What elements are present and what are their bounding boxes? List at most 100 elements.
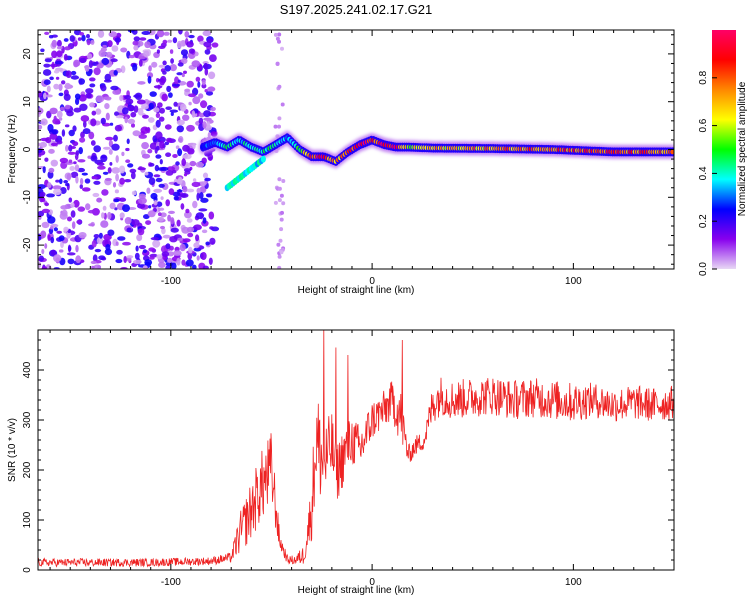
noise-blob xyxy=(161,251,170,257)
noise-blob xyxy=(93,145,101,153)
noise-blob xyxy=(102,171,109,175)
noise-blob xyxy=(73,107,82,113)
noise-blob xyxy=(100,117,107,125)
noise-blob xyxy=(165,243,171,250)
snr-axes: -100 0 100 0 100 200 300 400 xyxy=(22,330,675,588)
noise-blob xyxy=(131,190,137,196)
noise-blob xyxy=(279,193,284,198)
noise-blob xyxy=(148,205,152,209)
noise-blob xyxy=(66,173,71,181)
noise-blob xyxy=(82,187,91,192)
noise-blob xyxy=(123,256,127,263)
noise-blob xyxy=(56,39,62,48)
colorbar-tick-label: 0.2 xyxy=(698,214,709,228)
colorbar-ticks: 0.0 0.2 0.4 0.6 0.8 xyxy=(698,70,717,276)
noise-blob xyxy=(107,211,112,220)
noise-blob xyxy=(173,101,178,107)
noise-blob xyxy=(188,93,196,98)
noise-blob xyxy=(172,191,181,197)
noise-blob xyxy=(172,37,178,44)
noise-blob xyxy=(277,116,282,121)
spectrogram-ytick-label: 10 xyxy=(22,96,33,108)
snr-xlabel: Height of straight line (km) xyxy=(298,585,415,596)
noise-blob xyxy=(195,234,200,242)
noise-blob xyxy=(211,42,219,48)
noise-blob xyxy=(202,30,212,37)
noise-blob xyxy=(119,212,125,219)
noise-blob xyxy=(155,119,161,128)
noise-blob xyxy=(109,122,114,126)
noise-blob xyxy=(168,92,173,98)
noise-blob xyxy=(72,125,77,132)
noise-blob xyxy=(107,229,115,236)
colorbar-tick-label: 0.0 xyxy=(698,262,709,276)
noise-blob xyxy=(101,57,110,66)
noise-blob xyxy=(183,168,192,172)
snr-ytick-label: 300 xyxy=(22,411,33,428)
noise-blob xyxy=(165,265,171,269)
noise-blob xyxy=(122,241,131,246)
noise-blob xyxy=(42,69,52,76)
noise-blob xyxy=(120,65,126,74)
noise-blob xyxy=(133,259,142,265)
noise-blob xyxy=(209,237,216,245)
noise-blob xyxy=(277,39,281,44)
colorbar-label: Normalized spectral amplitude xyxy=(737,81,748,216)
noise-blob xyxy=(281,201,286,206)
noise-blob xyxy=(206,121,211,129)
noise-blob xyxy=(169,64,177,72)
noise-blob xyxy=(182,185,188,193)
noise-blob xyxy=(105,136,114,141)
noise-blob xyxy=(153,200,158,206)
noise-blob xyxy=(162,234,171,239)
noise-blob xyxy=(142,265,148,269)
noise-blob xyxy=(159,107,166,114)
noise-blob xyxy=(105,51,113,58)
noise-blob xyxy=(131,123,135,128)
noise-blob xyxy=(126,138,130,145)
noise-blob xyxy=(179,243,186,252)
noise-blob xyxy=(200,197,209,203)
noise-blob xyxy=(46,94,53,98)
noise-blob xyxy=(87,209,97,214)
noise-blob xyxy=(131,219,140,226)
noise-blob xyxy=(183,70,187,75)
noise-blob xyxy=(53,188,62,196)
noise-blob xyxy=(97,165,106,170)
noise-blob xyxy=(186,226,195,233)
noise-blob xyxy=(108,149,113,155)
noise-blob xyxy=(44,31,50,35)
noise-blob xyxy=(79,103,88,112)
noise-blob xyxy=(55,138,59,142)
noise-blob xyxy=(159,77,166,86)
noise-blob xyxy=(59,187,67,194)
noise-blob xyxy=(47,216,56,224)
noise-blob xyxy=(70,70,77,76)
noise-blob xyxy=(280,102,285,107)
noise-blob xyxy=(156,254,163,260)
spectrogram-ytick-label: -10 xyxy=(22,190,33,205)
noise-blob xyxy=(164,141,170,146)
noise-blob xyxy=(110,85,119,91)
noise-blob xyxy=(138,134,147,139)
noise-blob xyxy=(127,30,135,33)
noise-blob xyxy=(41,266,48,269)
noise-blob xyxy=(47,234,51,241)
noise-blob xyxy=(152,239,161,248)
noise-blob xyxy=(127,163,134,168)
noise-blob xyxy=(156,145,160,151)
noise-blob xyxy=(64,82,71,90)
noise-blob xyxy=(52,185,62,190)
noise-blob xyxy=(186,80,194,88)
noise-blob xyxy=(141,142,150,150)
noise-blob xyxy=(210,131,217,137)
noise-blob xyxy=(108,31,118,38)
noise-blob xyxy=(208,156,213,161)
noise-blob xyxy=(71,221,76,230)
noise-blob xyxy=(126,255,134,259)
noise-blob xyxy=(92,176,98,180)
noise-blob xyxy=(67,244,72,253)
noise-blob xyxy=(188,246,193,254)
noise-blob xyxy=(113,134,118,142)
colorbar-tick-label: 0.4 xyxy=(698,166,709,180)
